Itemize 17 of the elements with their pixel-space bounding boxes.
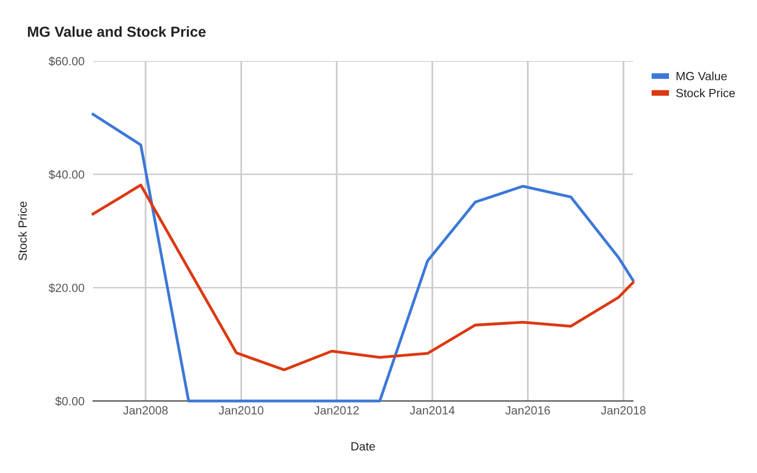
legend-label: Stock Price: [676, 88, 735, 98]
x-tick-label: Jan2016: [505, 406, 550, 415]
y-axis-title: Stock Price: [18, 202, 27, 260]
y-tick-label: $0.00: [55, 396, 84, 406]
x-tick-label: Jan2010: [218, 406, 264, 415]
y-tick-label: $40.00: [48, 170, 84, 180]
x-tick-label: Jan2014: [410, 406, 455, 415]
legend-label: MG Value: [676, 72, 727, 80]
x-tick-label: Jan2018: [600, 406, 646, 415]
x-axis-title: Date: [352, 442, 375, 451]
line-series: [92, 112, 634, 402]
y-tick-label: $20.00: [48, 283, 84, 293]
y-tick-label: $60.00: [48, 56, 84, 66]
x-tick-label: Jan2008: [123, 406, 168, 415]
chart-title: MG Value and Stock Price: [28, 26, 206, 37]
line-series: [92, 184, 634, 372]
x-tick-label: Jan2012: [314, 406, 359, 415]
